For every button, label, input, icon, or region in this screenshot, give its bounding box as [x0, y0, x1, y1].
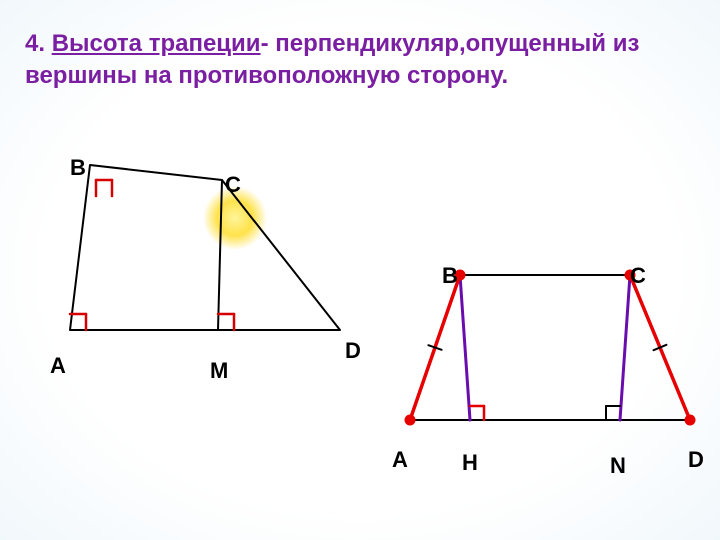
right-trapezoid-diagram — [390, 225, 710, 455]
left-label-D: D — [345, 338, 361, 364]
title-number: 4. — [25, 30, 52, 57]
right-label-A: A — [392, 447, 408, 473]
right-label-B: B — [442, 263, 458, 289]
left-label-C: C — [225, 172, 241, 198]
right-label-H: H — [462, 450, 478, 476]
right-label-N: N — [610, 453, 626, 479]
left-label-M: M — [210, 358, 228, 384]
title-text: 4. Высота трапеции- перпендикуляр,опущен… — [25, 28, 695, 93]
title-term: Высота трапеции — [52, 30, 261, 57]
right-label-D: D — [688, 447, 704, 473]
right-label-C: C — [630, 263, 646, 289]
left-label-B: B — [70, 155, 86, 181]
left-label-A: A — [50, 353, 66, 379]
